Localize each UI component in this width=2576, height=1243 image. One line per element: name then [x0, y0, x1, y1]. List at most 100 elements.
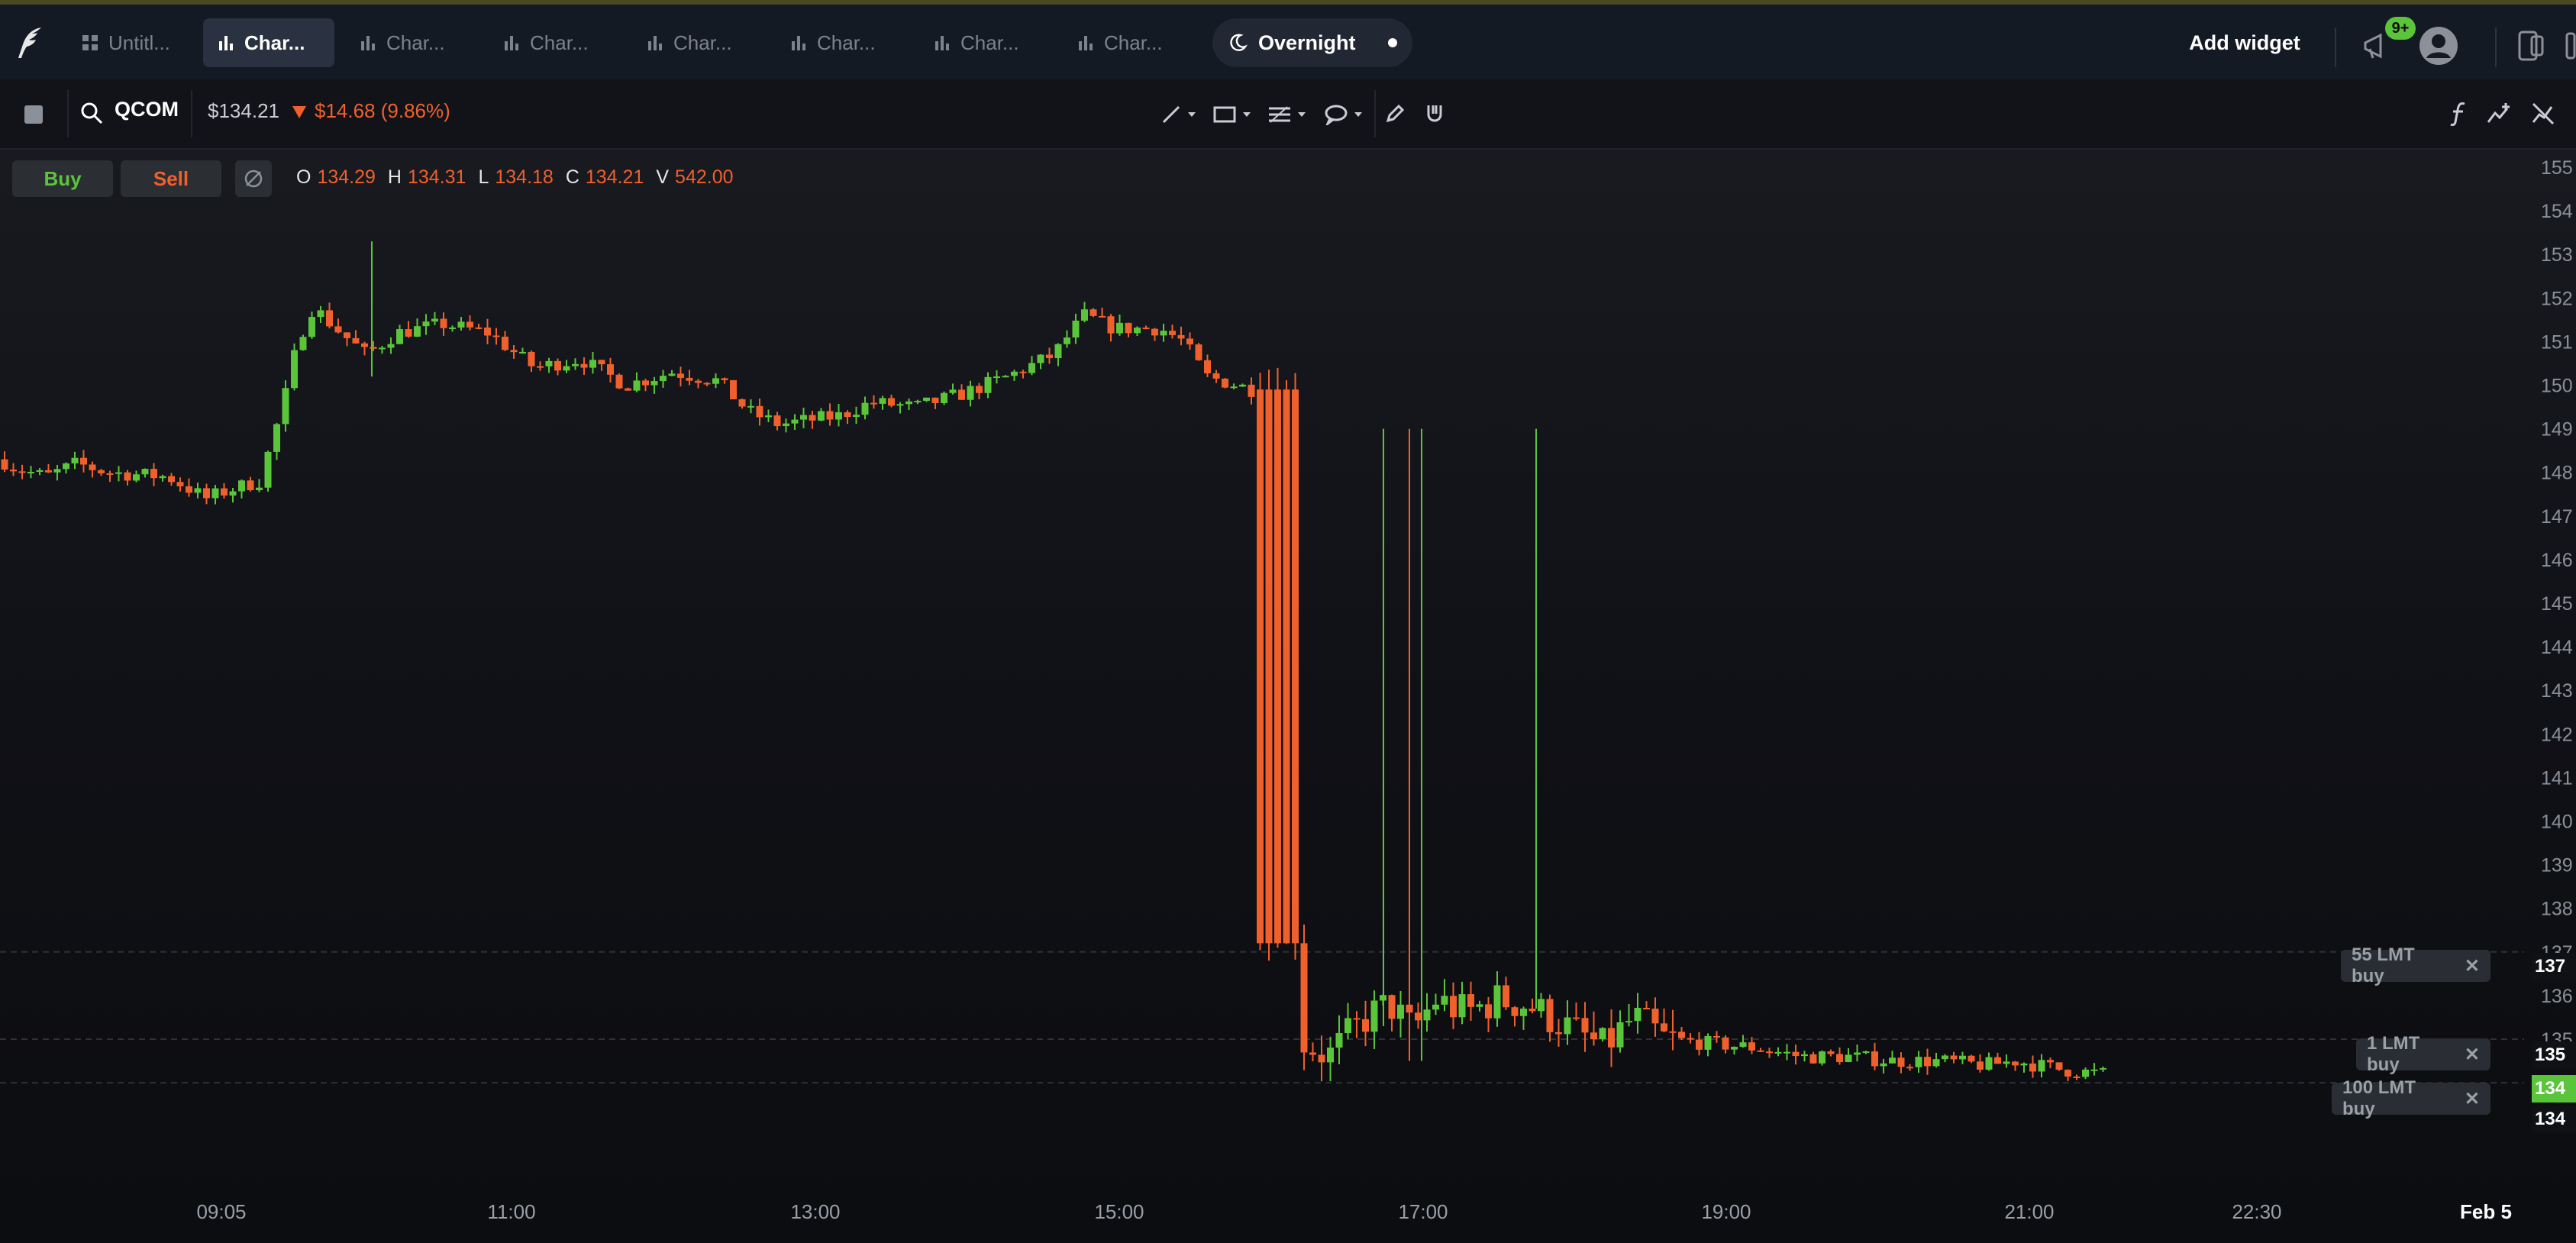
notifications-icon[interactable]	[2362, 31, 2397, 61]
candle-body	[773, 415, 781, 427]
candle-body	[1528, 1009, 1536, 1012]
remove-indicators-icon[interactable]	[2530, 101, 2556, 127]
more-options-icon[interactable]	[2562, 31, 2576, 61]
price-tag: 137	[2532, 953, 2576, 980]
candle-body	[2029, 1063, 2036, 1072]
divider	[67, 90, 69, 137]
candle-body	[1441, 996, 1448, 1005]
candle-body	[1748, 1042, 1755, 1051]
candle-body	[1362, 1019, 1369, 1032]
candle-body	[1134, 328, 1141, 334]
candle-body	[615, 374, 623, 389]
rectangle-tool-button[interactable]	[1212, 99, 1252, 130]
tab-chart-6[interactable]: Char...	[776, 18, 907, 67]
divider	[191, 90, 192, 137]
candle-body	[1099, 315, 1106, 318]
y-tick-label: 138	[2541, 899, 2573, 920]
candle-body	[291, 350, 298, 389]
candle-body	[1511, 1007, 1519, 1016]
candle-body	[703, 383, 711, 385]
tab-chart-5[interactable]: Char...	[632, 18, 763, 67]
cancel-order-icon[interactable]: ✕	[2464, 955, 2480, 977]
bar-chart-icon	[1079, 36, 1093, 50]
candle-body	[1353, 1018, 1361, 1020]
candle-body	[1889, 1057, 1896, 1064]
search-icon[interactable]	[79, 101, 104, 125]
candle-body	[1485, 1004, 1492, 1019]
chevron-down-icon	[1188, 112, 1196, 117]
y-tick-label: 136	[2541, 986, 2573, 1007]
robinhood-feather-logo-icon[interactable]	[11, 23, 50, 63]
candle-body	[896, 404, 904, 406]
limit-order-tag[interactable]: 100 LMT buy ✕	[2332, 1077, 2490, 1119]
y-tick-label: 144	[2541, 637, 2573, 658]
annotation-tool-button[interactable]	[1324, 99, 1364, 130]
candlestick-chart[interactable]: 155 154 153 152 151 150 149 148 147 146 145 144 143 1…	[0, 150, 2576, 1243]
cancel-order-icon[interactable]: ✕	[2464, 1088, 2480, 1109]
low-value: 134.18	[495, 166, 554, 188]
candle-body	[203, 488, 210, 499]
candle-body	[993, 376, 1000, 379]
low-label: L	[478, 166, 489, 188]
candle-body	[1344, 1018, 1351, 1034]
candle-body	[63, 463, 69, 470]
candle-body	[818, 411, 825, 421]
symbol-search-input[interactable]: QCOM	[115, 98, 179, 121]
fib-tool-button[interactable]	[1267, 99, 1307, 130]
candle-body	[1854, 1052, 1861, 1055]
chevron-down-icon	[1243, 112, 1251, 117]
x-tick-label: 19:00	[1701, 1200, 1751, 1223]
add-widget-button[interactable]: Add widget	[2189, 31, 2300, 54]
candle-body	[1739, 1042, 1747, 1048]
x-tick-label: 11:00	[487, 1200, 535, 1223]
candle-body	[1222, 378, 1228, 388]
candle-body	[71, 457, 79, 463]
buy-button[interactable]: Buy	[12, 160, 113, 197]
chevron-down-icon	[1298, 112, 1306, 117]
tab-chart-1[interactable]: Untitl...	[67, 18, 189, 67]
candle-body	[1274, 389, 1281, 944]
candle-body	[853, 415, 860, 418]
overnight-label: Overnight	[1258, 31, 1356, 54]
pencil-icon[interactable]	[1383, 102, 1406, 125]
candle-body	[1836, 1054, 1843, 1063]
add-indicator-icon[interactable]	[2486, 101, 2513, 127]
candle-body	[1151, 328, 1158, 336]
function-indicator-icon[interactable]	[2448, 101, 2471, 127]
candle-body	[2012, 1061, 2019, 1066]
candle-body	[238, 480, 245, 492]
volume-label: V	[656, 166, 670, 188]
candle-body	[1037, 354, 1044, 363]
hide-orders-button[interactable]	[235, 160, 272, 197]
cancel-order-icon[interactable]: ✕	[2464, 1044, 2480, 1065]
candle-body	[1968, 1055, 1975, 1062]
rectangle-icon	[1213, 106, 1236, 123]
stop-square-icon[interactable]	[24, 105, 43, 124]
candle-body	[642, 380, 649, 386]
mobile-device-icon[interactable]	[2516, 29, 2547, 63]
tab-chart-2[interactable]: Char...	[203, 18, 334, 67]
tab-chart-3[interactable]: Char...	[345, 18, 476, 67]
tab-chart-4[interactable]: Char...	[489, 18, 620, 67]
candle-body	[256, 487, 263, 490]
magnet-icon[interactable]	[1423, 102, 1446, 125]
candle-body	[1011, 371, 1018, 376]
candle-body	[1186, 338, 1193, 345]
candle-body	[352, 337, 360, 344]
limit-order-tag[interactable]: 1 LMT buy ✕	[2356, 1033, 2490, 1075]
candle-body	[519, 351, 526, 354]
account-avatar-icon[interactable]	[2419, 26, 2458, 66]
tab-chart-8[interactable]: Char...	[1063, 18, 1194, 67]
candle-body	[440, 318, 447, 328]
limit-order-tag[interactable]: 55 LMT buy ✕	[2341, 944, 2490, 986]
candle-body	[1713, 1035, 1720, 1038]
candle-body	[484, 328, 491, 336]
tab-label: Char...	[673, 31, 732, 54]
overnight-session-button[interactable]: Overnight	[1212, 18, 1412, 67]
candle-body	[431, 318, 438, 322]
trendline-tool-button[interactable]	[1160, 99, 1197, 130]
sell-button[interactable]: Sell	[121, 160, 221, 197]
tab-chart-7[interactable]: Char...	[919, 18, 1051, 67]
candle-body	[422, 321, 430, 327]
candle-body	[1283, 389, 1290, 944]
